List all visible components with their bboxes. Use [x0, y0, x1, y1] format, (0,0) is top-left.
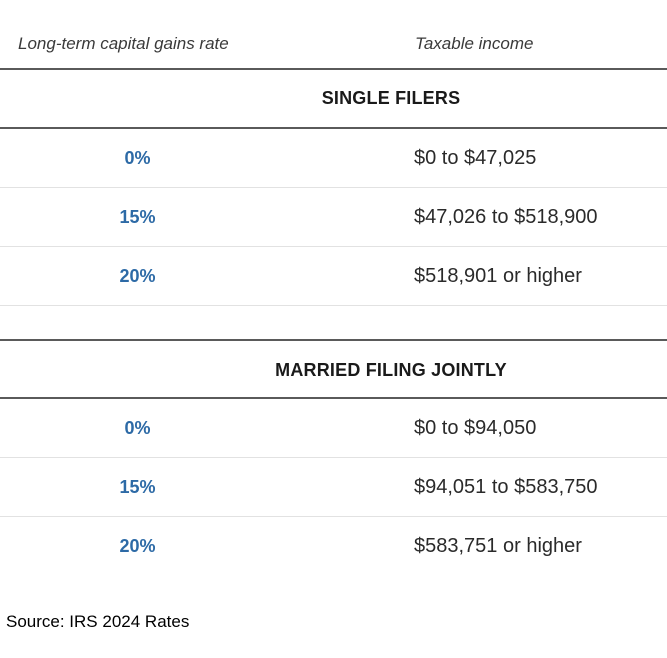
table-row: 20% $518,901 or higher: [0, 247, 667, 306]
table-row: 20% $583,751 or higher: [0, 517, 667, 576]
rate-cell: 20%: [119, 266, 156, 286]
table-row: 0% $0 to $47,025: [0, 129, 667, 188]
column-header-rate: Long-term capital gains rate: [18, 34, 229, 53]
rate-cell: 0%: [124, 148, 151, 168]
income-cell: $583,751 or higher: [414, 535, 582, 557]
table-row: 15% $94,051 to $583,750: [0, 458, 667, 517]
table-row: 15% $47,026 to $518,900: [0, 188, 667, 247]
income-cell: $47,026 to $518,900: [414, 206, 598, 228]
table-header: Long-term capital gains rate Taxable inc…: [0, 0, 667, 70]
source-note: Source: IRS 2024 Rates: [6, 612, 190, 631]
income-cell: $0 to $94,050: [414, 417, 537, 439]
table-row: 0% $0 to $94,050: [0, 399, 667, 458]
section-title-single-filers: SINGLE FILERS: [0, 70, 667, 129]
income-cell: $0 to $47,025: [414, 147, 537, 169]
rate-cell: 15%: [119, 207, 156, 227]
column-header-income: Taxable income: [415, 34, 534, 53]
rate-cell: 20%: [119, 536, 156, 556]
rate-cell: 0%: [124, 418, 151, 438]
rate-cell: 15%: [119, 477, 156, 497]
section-title-married-filing-jointly: MARRIED FILING JOINTLY: [0, 339, 667, 399]
income-cell: $518,901 or higher: [414, 265, 582, 287]
income-cell: $94,051 to $583,750: [414, 476, 598, 498]
